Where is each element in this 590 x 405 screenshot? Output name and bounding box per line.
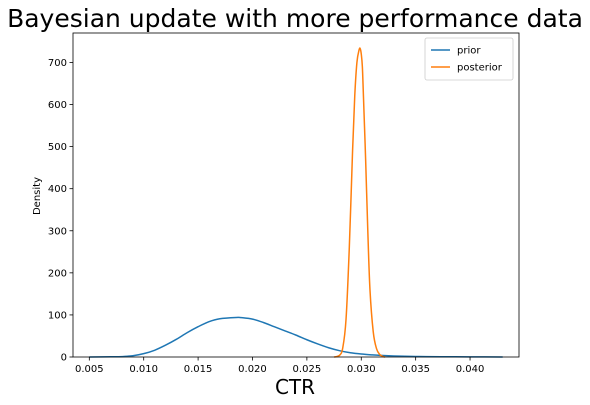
series-layer <box>89 47 503 358</box>
plot-frame <box>72 32 520 358</box>
legend-label: prior <box>457 46 481 57</box>
x-tick-label: 0.035 <box>401 364 430 375</box>
y-tick-label: 500 <box>48 142 67 153</box>
chart-title: Bayesian update with more performance da… <box>7 4 583 33</box>
x-tick-label: 0.040 <box>456 364 485 375</box>
x-tick-label: 0.025 <box>293 364 322 375</box>
x-tick-label: 0.010 <box>129 364 158 375</box>
y-tick-label: 200 <box>48 268 67 279</box>
x-tick-label: 0.020 <box>238 364 267 375</box>
x-tick-label: 0.005 <box>75 364 104 375</box>
x-axis: 0.005 0.010 0.015 0.020 0.025 0.030 0.035 0.040 <box>75 357 484 375</box>
series-line-prior <box>89 316 503 358</box>
x-tick-label: 0.030 <box>347 364 376 375</box>
y-tick-label: 600 <box>48 100 67 111</box>
x-axis-label: CTR <box>275 375 315 399</box>
x-tick-label: 0.015 <box>184 364 213 375</box>
legend-label: posterior <box>457 63 503 74</box>
legend-box <box>424 37 514 81</box>
y-tick-label: 0 <box>61 353 67 364</box>
legend: prior posterior <box>424 37 514 81</box>
series-line-posterior <box>333 47 386 358</box>
y-tick-label: 300 <box>48 226 67 237</box>
y-axis-label: Density <box>32 177 43 215</box>
y-axis: 0 100 200 300 400 500 600 700 <box>48 58 73 364</box>
y-tick-label: 400 <box>48 184 67 195</box>
y-tick-label: 700 <box>48 58 67 69</box>
y-tick-label: 100 <box>48 310 67 321</box>
